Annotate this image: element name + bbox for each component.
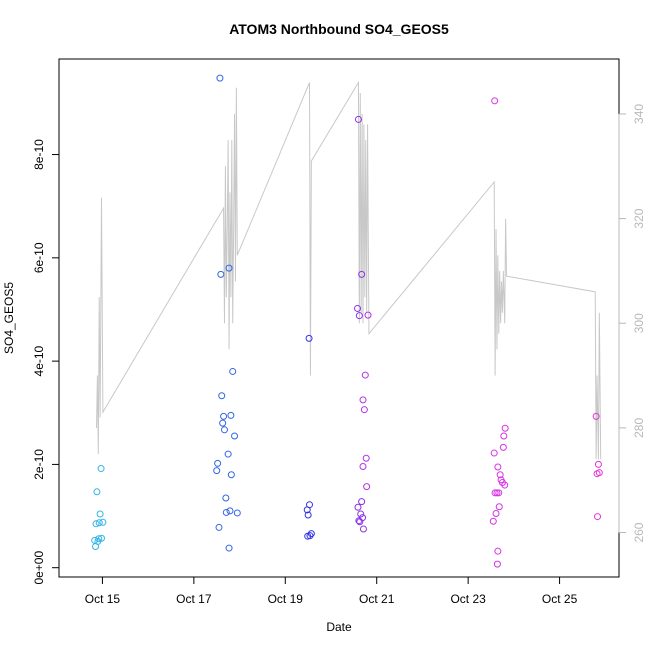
x-tick-label-2: Oct 19 — [268, 592, 304, 606]
x-tick-label-4: Oct 23 — [450, 592, 486, 606]
right-y-tick-label-4: 340 — [632, 104, 646, 124]
data-point-45 — [357, 510, 365, 518]
data-point-39 — [354, 304, 362, 312]
data-point-50 — [360, 406, 368, 414]
y-tick-label-2: 4e-10 — [32, 345, 46, 376]
data-point-18 — [220, 412, 228, 420]
x-axis: Oct 15 Oct 17 Oct 19 Oct 21 Oct 23 Oct 25 — [85, 576, 578, 606]
data-point-37 — [304, 532, 312, 540]
data-point-46 — [358, 498, 366, 506]
data-point-34 — [306, 501, 314, 509]
right-y-tick-label-1: 280 — [632, 418, 646, 438]
data-point-11 — [216, 74, 224, 82]
data-point-68 — [499, 443, 507, 451]
data-point-48 — [359, 525, 367, 533]
data-point-3 — [93, 488, 101, 496]
x-tick-label-3: Oct 21 — [359, 592, 395, 606]
data-point-26 — [227, 471, 235, 479]
y-axis: 0e+00 2e-10 4e-10 6e-10 8e-10 — [32, 139, 60, 585]
right-y-tick-label-0: 260 — [632, 522, 646, 542]
series-line — [95, 80, 602, 460]
right-y-tick-label-3: 320 — [632, 208, 646, 228]
data-point-33 — [304, 511, 312, 519]
data-point-70 — [501, 424, 509, 432]
data-point-78 — [594, 513, 602, 521]
data-point-12 — [213, 467, 221, 475]
data-point-62 — [494, 463, 502, 471]
data-point-65 — [496, 471, 504, 479]
data-point-21 — [222, 508, 230, 516]
data-point-56 — [491, 97, 499, 105]
data-point-53 — [362, 454, 370, 462]
x-axis-label: Date — [326, 620, 352, 634]
y-tick-label-0: 0e+00 — [32, 551, 46, 585]
x-tick-label-1: Oct 17 — [176, 592, 212, 606]
data-point-15 — [217, 270, 225, 278]
data-point-8 — [97, 465, 105, 473]
data-point-57 — [490, 449, 498, 457]
x-tick-label-0: Oct 15 — [85, 592, 121, 606]
points-layer — [91, 74, 603, 568]
data-point-47 — [359, 514, 367, 522]
data-point-17 — [219, 419, 227, 427]
data-point-22 — [224, 450, 232, 458]
data-point-16 — [218, 392, 226, 400]
right-y-axis: 260 280 300 320 340 — [618, 104, 646, 543]
data-point-24 — [226, 507, 234, 515]
data-point-7 — [96, 510, 104, 518]
data-point-49 — [359, 396, 367, 404]
line-series-layer — [95, 80, 602, 460]
x-tick-label-5: Oct 25 — [542, 592, 578, 606]
data-point-13 — [214, 459, 222, 467]
data-point-69 — [500, 432, 508, 440]
data-point-55 — [364, 311, 372, 319]
y-tick-label-1: 2e-10 — [32, 449, 46, 480]
data-point-64 — [495, 503, 503, 511]
data-point-23 — [225, 264, 233, 272]
data-point-19 — [220, 426, 228, 434]
data-point-9 — [98, 534, 106, 542]
data-point-30 — [225, 544, 233, 552]
data-point-31 — [305, 334, 313, 342]
data-point-25 — [227, 411, 235, 419]
data-point-52 — [359, 462, 367, 470]
y-tick-label-4: 8e-10 — [32, 139, 46, 170]
data-point-28 — [231, 432, 239, 440]
data-point-60 — [492, 509, 500, 517]
data-point-38 — [354, 115, 362, 123]
data-point-10 — [99, 518, 107, 526]
data-point-72 — [494, 547, 502, 555]
data-point-2 — [92, 520, 100, 528]
data-point-63 — [495, 489, 503, 497]
data-point-73 — [493, 560, 501, 568]
data-point-42 — [354, 503, 362, 511]
data-point-29 — [233, 509, 241, 517]
data-point-27 — [229, 367, 237, 375]
data-point-54 — [363, 483, 371, 491]
data-point-58 — [491, 489, 499, 497]
data-point-41 — [358, 270, 366, 278]
y-axis-label: SO4_GEOS5 — [2, 282, 16, 354]
data-point-61 — [493, 489, 501, 497]
data-point-59 — [489, 517, 497, 525]
y-tick-label-3: 6e-10 — [32, 242, 46, 273]
data-point-76 — [594, 460, 602, 468]
data-point-14 — [215, 523, 223, 531]
data-point-40 — [355, 312, 363, 320]
data-point-6 — [95, 519, 103, 527]
data-point-74 — [592, 412, 600, 420]
data-point-20 — [222, 494, 230, 502]
data-point-77 — [595, 469, 603, 477]
plot-area — [58, 58, 620, 578]
data-point-51 — [361, 371, 369, 379]
data-point-5 — [95, 535, 103, 543]
right-y-tick-label-2: 300 — [632, 313, 646, 333]
chart-title: ATOM3 Northbound SO4_GEOS5 — [229, 21, 449, 37]
data-point-71 — [501, 481, 509, 489]
